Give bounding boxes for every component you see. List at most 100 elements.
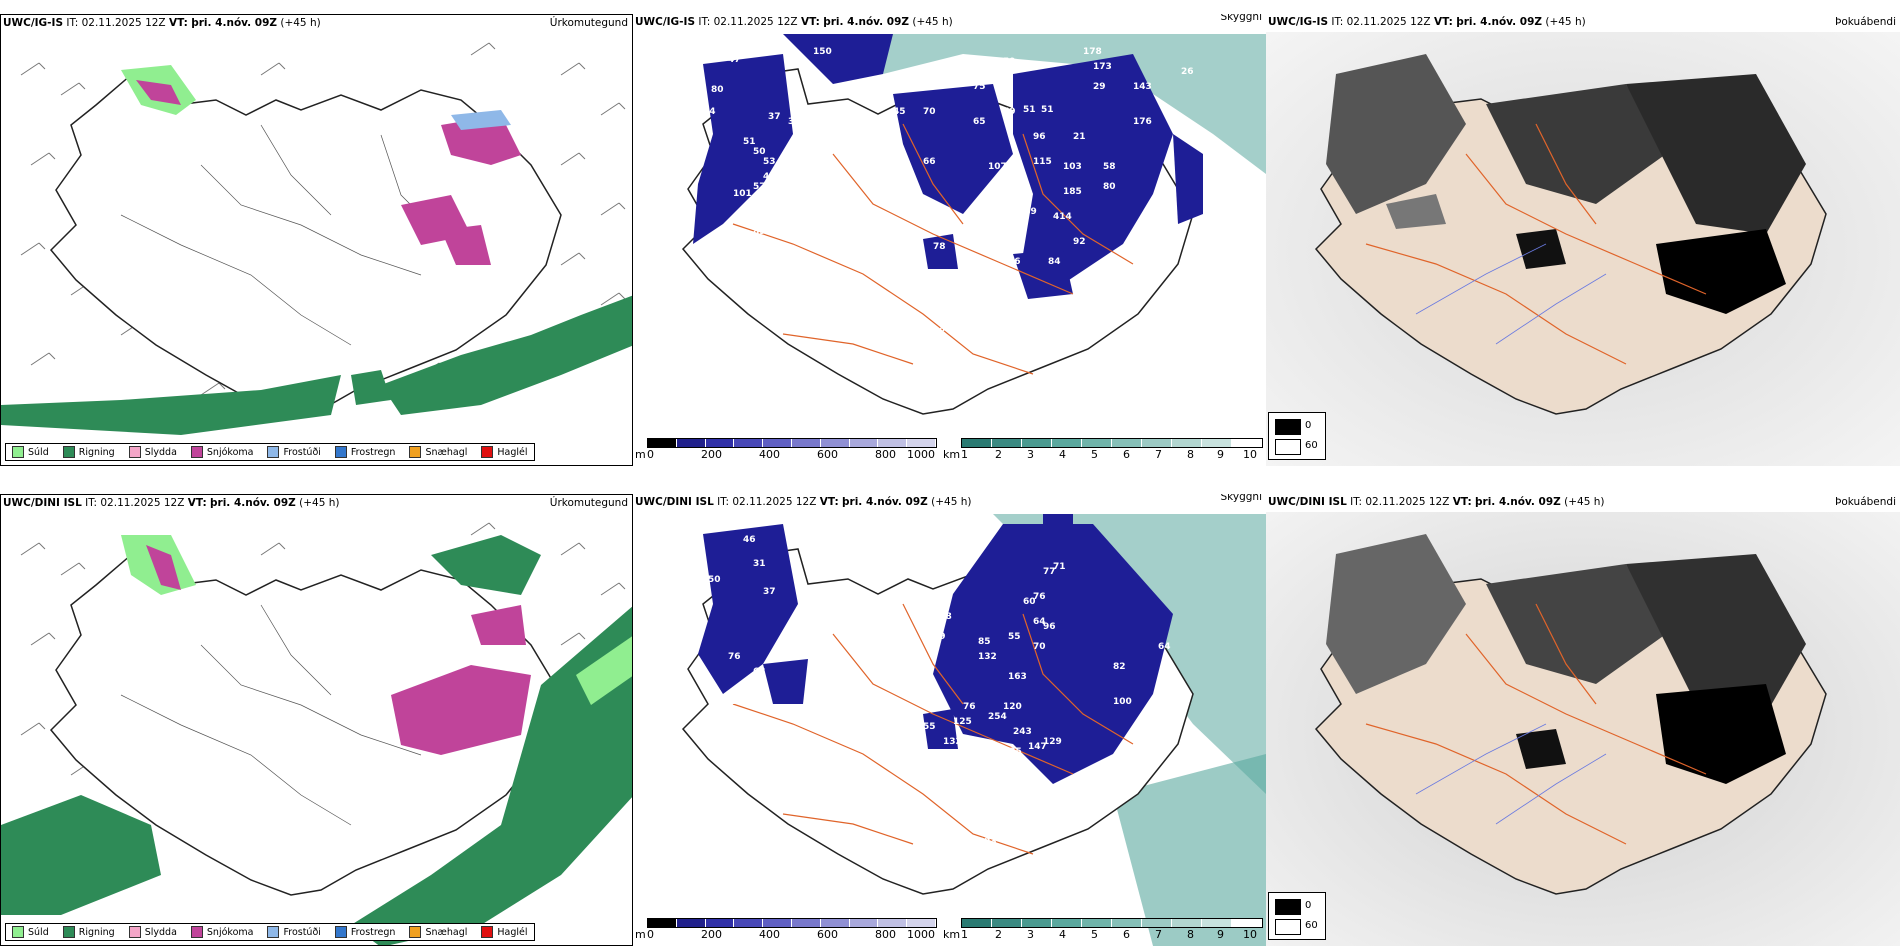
ceiling-colorbar: m 0 200 400 600 800 1000 bbox=[635, 438, 937, 466]
precip-areas bbox=[1, 65, 632, 435]
precip-map-row2 bbox=[1, 522, 632, 945]
cloud-base-label: 129 bbox=[1043, 737, 1062, 747]
colorbar-tick: 800 bbox=[875, 928, 896, 941]
visibility-area bbox=[1113, 754, 1266, 946]
cloud-base-label: 44 bbox=[703, 107, 716, 117]
fog-map-row2 bbox=[1266, 512, 1900, 946]
colorbar-tick: 1 bbox=[961, 928, 968, 941]
cloud-base-label: 66 bbox=[923, 157, 936, 167]
cloud-base-label: 58 bbox=[781, 207, 794, 217]
cloud-base-label: 26 bbox=[1181, 67, 1194, 77]
legend-swatch bbox=[267, 446, 280, 458]
fog-scale-box: 0 60 bbox=[1268, 892, 1326, 940]
cloud-base-label: 31 bbox=[753, 559, 766, 569]
cloud-base-label: 123 bbox=[723, 697, 742, 707]
visibility-colorbar-strip bbox=[961, 918, 1263, 928]
cloud-base-label: 37 bbox=[763, 587, 776, 597]
cloud-areas bbox=[698, 514, 1173, 784]
cloud-base-label: 178 bbox=[1083, 47, 1102, 57]
colorbar-tick: 2 bbox=[995, 928, 1002, 941]
fog-swatch-light bbox=[1275, 919, 1301, 935]
cloud-base-label: 90 bbox=[903, 672, 916, 682]
colorbar-tick: 1000 bbox=[907, 448, 935, 461]
fog-panel-row2: UWC/DINI ISL IT: 02.11.2025 12Z VT: þri.… bbox=[1266, 494, 1900, 946]
cloud-base-label: 37 bbox=[768, 112, 781, 122]
colorbar-tick: 6 bbox=[1123, 928, 1130, 941]
colorbar-tick: 4 bbox=[1059, 928, 1066, 941]
panel-header: UWC/DINI ISL IT: 02.11.2025 12Z VT: þri.… bbox=[635, 496, 972, 508]
legend-item: Haglél bbox=[481, 446, 528, 458]
panel-title: Skyggni bbox=[1220, 14, 1263, 23]
legend-item: Snæhagl bbox=[409, 446, 467, 458]
cloud-base-label: 89 bbox=[903, 652, 916, 662]
cloud-base-label: 789 bbox=[1018, 207, 1037, 217]
panel-header: UWC/IG-IS IT: 02.11.2025 12Z VT: þri. 4.… bbox=[3, 17, 321, 29]
legend-item: Rigning bbox=[62, 926, 115, 938]
legend-swatch bbox=[12, 926, 24, 938]
cloud-base-label: 76 bbox=[963, 702, 976, 712]
rivers bbox=[1415, 723, 1607, 825]
cloud-base-label: 89 bbox=[753, 227, 766, 237]
ceiling-colorbar-strip bbox=[647, 438, 937, 448]
colorbar-tick: 9 bbox=[1217, 448, 1224, 461]
colorbar-tick: 2 bbox=[995, 448, 1002, 461]
cloud-base-label: 120 bbox=[1003, 702, 1022, 712]
legend-item: Snjókoma bbox=[190, 926, 253, 938]
visibility-area bbox=[993, 514, 1266, 794]
cloud-base-label: 68 bbox=[883, 577, 896, 587]
cloud-base-label: 414 bbox=[1053, 212, 1072, 222]
cloud-base-label: 78 bbox=[933, 242, 946, 252]
colorbar-tick: 400 bbox=[759, 448, 780, 461]
cloud-base-label: 93 bbox=[1003, 177, 1016, 187]
cloud-base-label: 243 bbox=[1013, 727, 1032, 737]
colorbar-tick: 3 bbox=[1027, 928, 1034, 941]
legend-item: Súld bbox=[12, 446, 49, 458]
legend-swatch bbox=[128, 446, 141, 458]
colorbar-tick: 5 bbox=[1091, 448, 1098, 461]
precip-panel-row1: UWC/IG-IS IT: 02.11.2025 12Z VT: þri. 4.… bbox=[0, 14, 633, 466]
legend-swatch bbox=[267, 926, 280, 938]
fog-swatch-dark bbox=[1275, 419, 1301, 435]
roads bbox=[1365, 603, 1707, 845]
cloud-base-label: 80 bbox=[711, 85, 724, 95]
fog-tick: 60 bbox=[1305, 920, 1318, 931]
cloud-base-label: 103 bbox=[1063, 162, 1082, 172]
colorbar-tick: 4 bbox=[1059, 448, 1066, 461]
cloud-base-label: 29 bbox=[1093, 82, 1106, 92]
legend-item: Frostúði bbox=[267, 446, 321, 458]
rivers bbox=[1415, 243, 1607, 345]
legend-swatch bbox=[409, 926, 422, 938]
legend-swatch bbox=[12, 446, 24, 458]
fog-dark-areas bbox=[1326, 54, 1806, 314]
cloud-base-label: 76 bbox=[1033, 592, 1046, 602]
fog-swatch-dark bbox=[1275, 899, 1301, 915]
cloud-base-label: 76 bbox=[728, 652, 741, 662]
legend-swatch bbox=[62, 446, 75, 458]
legend-swatch bbox=[409, 446, 422, 458]
cloud-base-label: 63 bbox=[753, 667, 766, 677]
fog-tick: 0 bbox=[1305, 900, 1312, 911]
cloud-base-label: 59 bbox=[1003, 107, 1016, 117]
cloud-base-label: 118 bbox=[1003, 287, 1022, 297]
cloud-base-label: 60 bbox=[1023, 597, 1036, 607]
colorbar-tick: 600 bbox=[817, 448, 838, 461]
cloud-base-label: 41 bbox=[763, 172, 776, 182]
cloud-base-label: 75 bbox=[863, 147, 876, 157]
fog-scale-box: 0 60 bbox=[1268, 412, 1326, 460]
cloud-base-label: 71 bbox=[843, 637, 856, 647]
legend-swatch bbox=[190, 926, 203, 938]
cloud-base-label: 84 bbox=[1048, 257, 1061, 267]
cloud-base-label: 51 bbox=[743, 137, 756, 147]
cloud-base-label: 77 bbox=[1043, 567, 1056, 577]
cloud-base-label: 67 bbox=[823, 602, 836, 612]
fog-tick: 60 bbox=[1305, 440, 1318, 451]
panel-title: Úrkomutegund bbox=[549, 497, 628, 509]
cloud-base-label: 132 bbox=[978, 652, 997, 662]
colorbar-tick: 3 bbox=[1027, 448, 1034, 461]
colorbar-tick: 400 bbox=[759, 928, 780, 941]
cloud-base-label: 143 bbox=[1133, 82, 1152, 92]
cloud-base-label: 64 bbox=[1033, 617, 1046, 627]
roads bbox=[732, 603, 1134, 855]
cloud-base-label: 70 bbox=[923, 107, 936, 117]
